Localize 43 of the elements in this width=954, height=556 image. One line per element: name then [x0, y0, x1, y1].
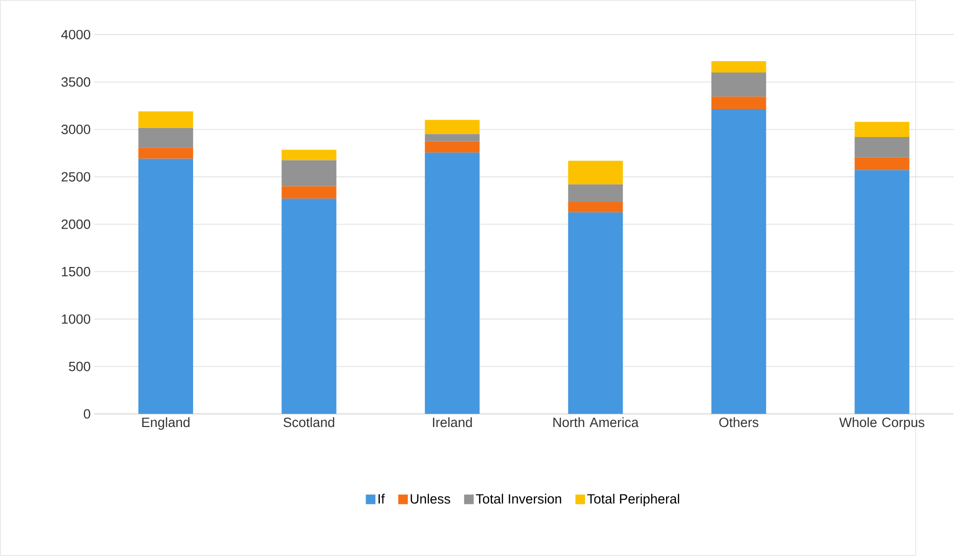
bar — [568, 160, 623, 184]
bar — [854, 122, 910, 137]
y-tick-label: 2500 — [62, 172, 90, 182]
y-tick-label: 1500 — [62, 266, 90, 276]
x-tick-label: England — [142, 417, 190, 430]
legend-label: Total Peripheral — [587, 494, 680, 506]
bar — [854, 170, 910, 414]
bar — [138, 158, 194, 414]
bar — [568, 184, 623, 202]
legend-label: Total Inversion — [476, 494, 562, 504]
bar — [282, 150, 336, 160]
bar — [138, 148, 194, 159]
legend-label: Unless — [410, 494, 450, 504]
bar — [282, 186, 336, 199]
bar — [282, 160, 336, 186]
y-tick-label: 0 — [84, 409, 90, 419]
bar — [138, 128, 194, 148]
x-tick-label: Ireland — [433, 417, 472, 428]
bar — [568, 202, 623, 212]
y-tick-label: 2000 — [62, 219, 90, 229]
x-tick-label: Whole Corpus — [839, 417, 924, 430]
y-tick-label: 3500 — [61, 77, 90, 87]
bar — [711, 108, 766, 414]
bar — [424, 141, 480, 153]
bar — [711, 96, 766, 109]
x-tick-label: Others — [719, 417, 758, 428]
bar — [138, 111, 194, 128]
bar — [568, 212, 623, 414]
bar — [711, 72, 766, 97]
bar — [424, 134, 480, 142]
bar — [711, 61, 766, 72]
y-tick-label: 500 — [68, 362, 90, 372]
bar — [424, 120, 480, 134]
bar — [424, 152, 480, 414]
bar — [854, 157, 910, 170]
y-tick-label: 3000 — [61, 124, 90, 134]
x-tick-label: North America — [553, 417, 639, 428]
y-tick-label: 4000 — [61, 30, 90, 40]
y-tick-label: 1000 — [62, 314, 90, 324]
bar — [282, 198, 336, 414]
x-tick-label: Scotland — [284, 417, 334, 428]
bar — [854, 136, 910, 158]
legend-label: If — [378, 494, 385, 504]
